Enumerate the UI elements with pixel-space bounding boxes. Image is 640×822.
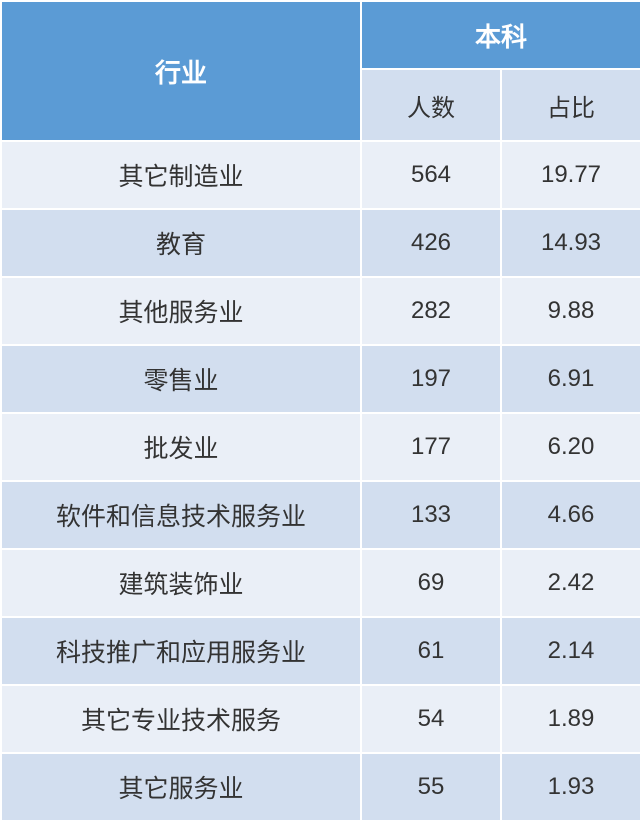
cell-count: 564 (361, 141, 501, 209)
cell-count: 133 (361, 481, 501, 549)
cell-ratio: 14.93 (501, 209, 640, 277)
table-row: 建筑装饰业692.42 (1, 549, 640, 617)
industry-table-container: 行业 本科 人数 占比 其它制造业56419.77教育42614.93其他服务业… (0, 0, 640, 822)
table-row: 其它专业技术服务541.89 (1, 685, 640, 753)
cell-ratio: 6.91 (501, 345, 640, 413)
cell-count: 61 (361, 617, 501, 685)
subheader-count: 人数 (361, 69, 501, 141)
table-row: 科技推广和应用服务业612.14 (1, 617, 640, 685)
cell-industry: 其它服务业 (1, 753, 361, 821)
header-group-undergrad: 本科 (361, 1, 640, 69)
cell-industry: 建筑装饰业 (1, 549, 361, 617)
cell-industry: 其它制造业 (1, 141, 361, 209)
cell-count: 54 (361, 685, 501, 753)
cell-count: 177 (361, 413, 501, 481)
cell-industry: 其他服务业 (1, 277, 361, 345)
cell-ratio: 2.14 (501, 617, 640, 685)
header-industry: 行业 (1, 1, 361, 141)
table-row: 其他服务业2829.88 (1, 277, 640, 345)
table-row: 软件和信息技术服务业1334.66 (1, 481, 640, 549)
cell-count: 426 (361, 209, 501, 277)
cell-count: 69 (361, 549, 501, 617)
cell-industry: 软件和信息技术服务业 (1, 481, 361, 549)
table-row: 教育42614.93 (1, 209, 640, 277)
table-header: 行业 本科 人数 占比 (1, 1, 640, 141)
table-row: 其它制造业56419.77 (1, 141, 640, 209)
cell-industry: 教育 (1, 209, 361, 277)
cell-ratio: 1.89 (501, 685, 640, 753)
cell-industry: 零售业 (1, 345, 361, 413)
cell-industry: 其它专业技术服务 (1, 685, 361, 753)
table-row: 零售业1976.91 (1, 345, 640, 413)
cell-ratio: 4.66 (501, 481, 640, 549)
table-row: 批发业1776.20 (1, 413, 640, 481)
cell-count: 55 (361, 753, 501, 821)
cell-industry: 科技推广和应用服务业 (1, 617, 361, 685)
subheader-ratio: 占比 (501, 69, 640, 141)
cell-industry: 批发业 (1, 413, 361, 481)
cell-ratio: 1.93 (501, 753, 640, 821)
table-body: 其它制造业56419.77教育42614.93其他服务业2829.88零售业19… (1, 141, 640, 821)
cell-ratio: 9.88 (501, 277, 640, 345)
cell-ratio: 19.77 (501, 141, 640, 209)
cell-ratio: 2.42 (501, 549, 640, 617)
table-row: 其它服务业551.93 (1, 753, 640, 821)
cell-count: 197 (361, 345, 501, 413)
industry-table: 行业 本科 人数 占比 其它制造业56419.77教育42614.93其他服务业… (0, 0, 640, 822)
cell-count: 282 (361, 277, 501, 345)
cell-ratio: 6.20 (501, 413, 640, 481)
